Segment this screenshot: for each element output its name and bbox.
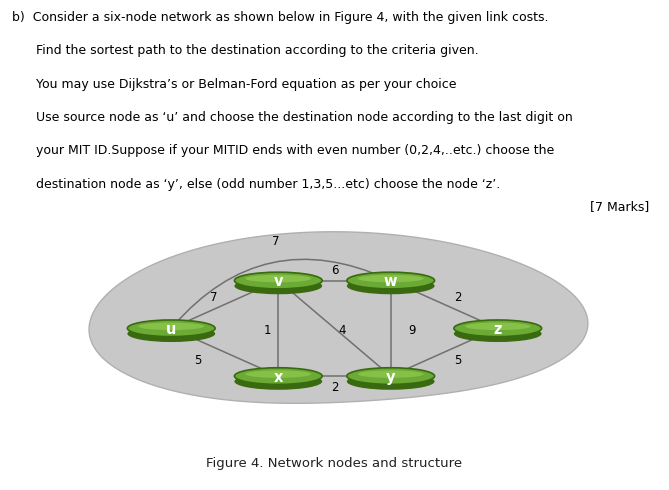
Text: You may use Dijkstra’s or Belman-Ford equation as per your choice: You may use Dijkstra’s or Belman-Ford eq… — [12, 77, 456, 91]
Text: 7: 7 — [272, 235, 280, 248]
Text: Use source node as ‘u’ and choose the destination node according to the last dig: Use source node as ‘u’ and choose the de… — [12, 111, 573, 124]
Ellipse shape — [358, 370, 423, 378]
Text: z: z — [494, 322, 502, 337]
Text: x: x — [274, 370, 283, 385]
Ellipse shape — [234, 277, 322, 294]
Ellipse shape — [465, 322, 531, 330]
Text: u: u — [166, 322, 177, 337]
Ellipse shape — [246, 370, 311, 378]
Ellipse shape — [347, 373, 435, 390]
Text: 5: 5 — [194, 354, 202, 367]
Ellipse shape — [127, 320, 215, 337]
Text: Figure 4. Network nodes and structure: Figure 4. Network nodes and structure — [207, 457, 462, 469]
Text: v: v — [274, 274, 283, 289]
Ellipse shape — [358, 275, 423, 282]
Text: 2: 2 — [454, 291, 462, 304]
Text: destination node as ‘y’, else (odd number 1,3,5...etc) choose the node ‘z’.: destination node as ‘y’, else (odd numbe… — [12, 178, 500, 191]
Text: [7 Marks]: [7 Marks] — [589, 200, 649, 214]
Ellipse shape — [234, 368, 322, 384]
Text: b)  Consider a six-node network as shown below in Figure 4, with the given link : b) Consider a six-node network as shown … — [12, 11, 549, 24]
Text: 5: 5 — [454, 354, 462, 367]
Ellipse shape — [127, 325, 215, 342]
Text: w: w — [384, 274, 397, 289]
Text: 6: 6 — [330, 264, 339, 277]
Text: 9: 9 — [408, 324, 416, 337]
Ellipse shape — [234, 272, 322, 289]
FancyArrowPatch shape — [173, 259, 388, 326]
Ellipse shape — [138, 322, 204, 330]
Text: y: y — [386, 370, 395, 385]
Text: 1: 1 — [264, 324, 272, 337]
Ellipse shape — [454, 325, 542, 342]
Ellipse shape — [246, 275, 311, 282]
Polygon shape — [89, 232, 588, 403]
Ellipse shape — [454, 320, 542, 337]
Ellipse shape — [347, 277, 435, 294]
Text: 7: 7 — [210, 291, 218, 304]
Text: 4: 4 — [339, 324, 347, 337]
Text: your MIT ID.Suppose if your MITID ends with even number (0,2,4,..etc.) choose th: your MIT ID.Suppose if your MITID ends w… — [12, 145, 555, 157]
Ellipse shape — [234, 373, 322, 390]
Ellipse shape — [347, 368, 435, 384]
Text: Find the sortest path to the destination according to the criteria given.: Find the sortest path to the destination… — [12, 44, 478, 57]
Ellipse shape — [347, 272, 435, 289]
Text: 2: 2 — [330, 381, 339, 393]
